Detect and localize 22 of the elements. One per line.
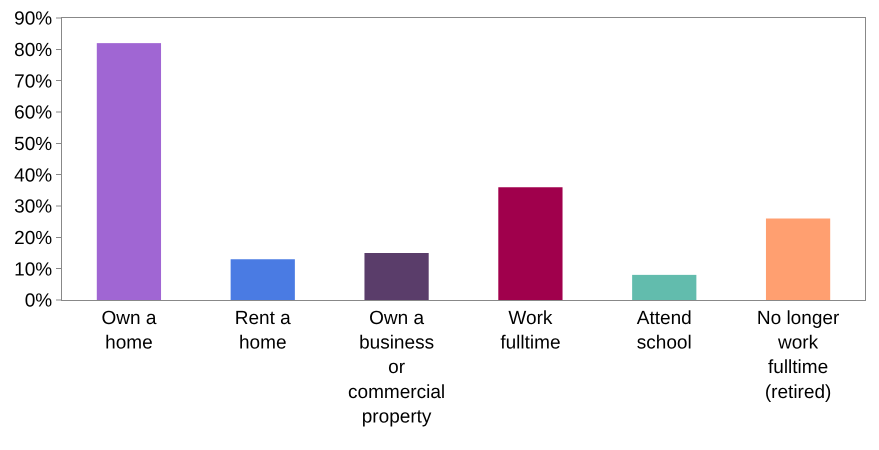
y-tick-label: 20%	[14, 228, 52, 249]
y-tick-label: 40%	[14, 165, 52, 186]
x-tick-label: Attend school	[636, 308, 692, 354]
bar	[498, 187, 563, 300]
y-tick-label: 30%	[14, 196, 52, 218]
y-tick-label: 60%	[14, 102, 52, 124]
bar	[364, 253, 429, 300]
y-tick-label: 0%	[24, 290, 52, 312]
x-tick-label: No longer work fulltime (retired)	[756, 308, 840, 403]
y-tick-label: 90%	[14, 8, 52, 30]
bar	[766, 218, 830, 300]
x-tick-label: Work fulltime	[500, 308, 561, 354]
y-tick-label: 70%	[14, 71, 52, 92]
x-tick-label: Own a home	[101, 308, 157, 354]
x-tick-label: Own a business or commercial property	[348, 308, 446, 428]
bar	[230, 259, 295, 300]
bar	[96, 43, 162, 300]
y-tick-label: 10%	[14, 259, 52, 280]
y-tick-label: 80%	[14, 40, 52, 61]
x-tick-label: Rent a home	[234, 308, 292, 354]
y-tick-label: 50%	[14, 134, 52, 155]
bar	[632, 274, 696, 300]
